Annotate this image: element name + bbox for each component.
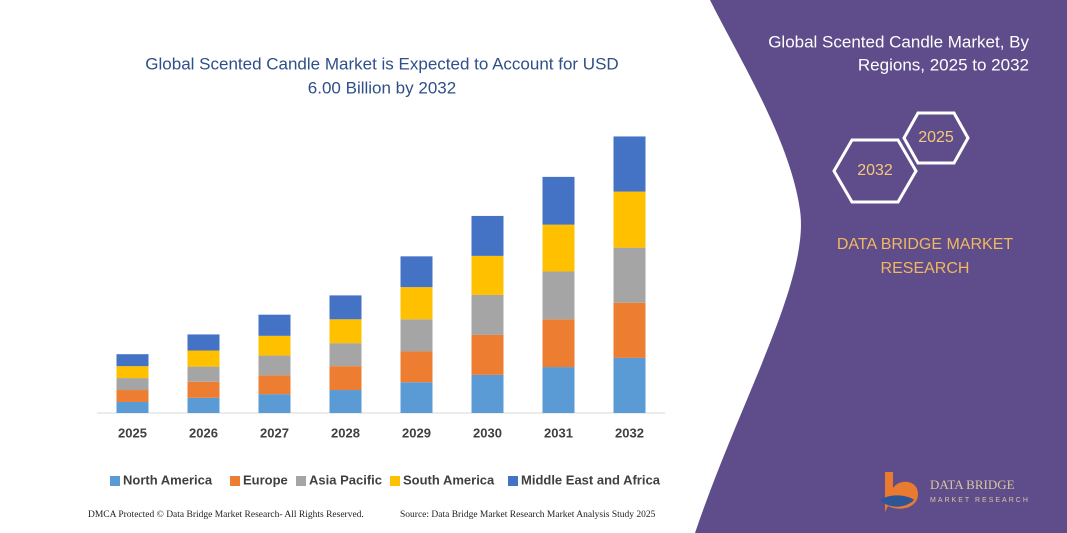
bar-segment [471,374,504,413]
bar-segment [400,287,433,320]
legend-swatch [508,476,518,486]
legend-swatch [296,476,306,486]
bar-segment [613,191,646,248]
bar-segment [187,334,220,351]
bar-segment [471,215,504,256]
legend-label: North America [123,472,213,487]
bar-segment [613,247,646,303]
bar-segment [542,367,575,413]
x-tick-label: 2025 [118,425,147,440]
bar-segment [400,351,433,383]
legend-swatch [230,476,240,486]
bar-segment [400,319,433,352]
brand-text: RESEARCH [881,260,970,277]
x-tick-label: 2028 [331,425,360,440]
bar-segment [187,366,220,382]
bar-segment [187,350,220,367]
brand-text: DATA BRIDGE MARKET [837,236,1014,253]
footer-text: Source: Data Bridge Market Research Mark… [400,510,656,520]
bar-segment [542,176,575,225]
bar-segment [471,255,504,295]
footer-text: DMCA Protected © Data Bridge Market Rese… [88,509,364,520]
bar-segment [542,319,575,368]
logo: DATA BRIDGE MARKET RESEARCH [880,472,1030,512]
bar-segment [116,354,149,367]
legend-label: Asia Pacific [309,472,382,487]
bar-segment [329,366,362,391]
x-tick-label: 2031 [544,425,573,440]
bar-segment [116,401,149,413]
logo-text: MARKET RESEARCH [930,497,1030,504]
legend-label: South America [403,472,495,487]
bar-segment [471,294,504,335]
bar-segment [116,366,149,379]
bar-segment [187,397,220,413]
hexagon [902,111,970,165]
bar-segment [613,136,646,192]
bar-segment [258,375,291,395]
bar-segment [542,224,575,272]
logo-mark [880,495,914,507]
bar-segment [187,381,220,398]
hexagon [832,138,918,204]
bar-segment [329,295,362,320]
hex-label: 2032 [857,162,893,179]
bar-segment [116,390,149,402]
x-tick-label: 2026 [189,425,218,440]
bar-segment [542,271,575,320]
x-tick-label: 2029 [402,425,431,440]
logo-text: DATA BRIDGE [930,477,1015,492]
x-tick-label: 2032 [615,425,644,440]
bar-segment [471,334,504,375]
x-tick-label: 2030 [473,425,502,440]
bar-segment [613,302,646,358]
legend-swatch [390,476,400,486]
side-panel [695,0,1067,533]
bar-segment [258,355,291,376]
hex-label: 2025 [918,129,954,146]
bar-segment [329,343,362,367]
bar-segment [116,378,149,391]
chart-title: Global Scented Candle Market is Expected… [145,54,618,73]
chart-title: 6.00 Billion by 2032 [308,78,456,97]
panel-title: Regions, 2025 to 2032 [858,55,1029,74]
bar-segment [258,314,291,336]
bar-segment [613,357,646,413]
panel-title: Global Scented Candle Market, By [768,32,1029,51]
bar-segment [329,390,362,413]
legend-swatch [110,476,120,486]
bar-segment [258,394,291,413]
x-tick-label: 2027 [260,425,289,440]
bar-segment [400,382,433,413]
bar-segment [329,319,362,344]
bar-segment [258,335,291,356]
legend-label: Europe [243,472,288,487]
bar-segment [400,256,433,288]
legend-label: Middle East and Africa [521,472,661,487]
